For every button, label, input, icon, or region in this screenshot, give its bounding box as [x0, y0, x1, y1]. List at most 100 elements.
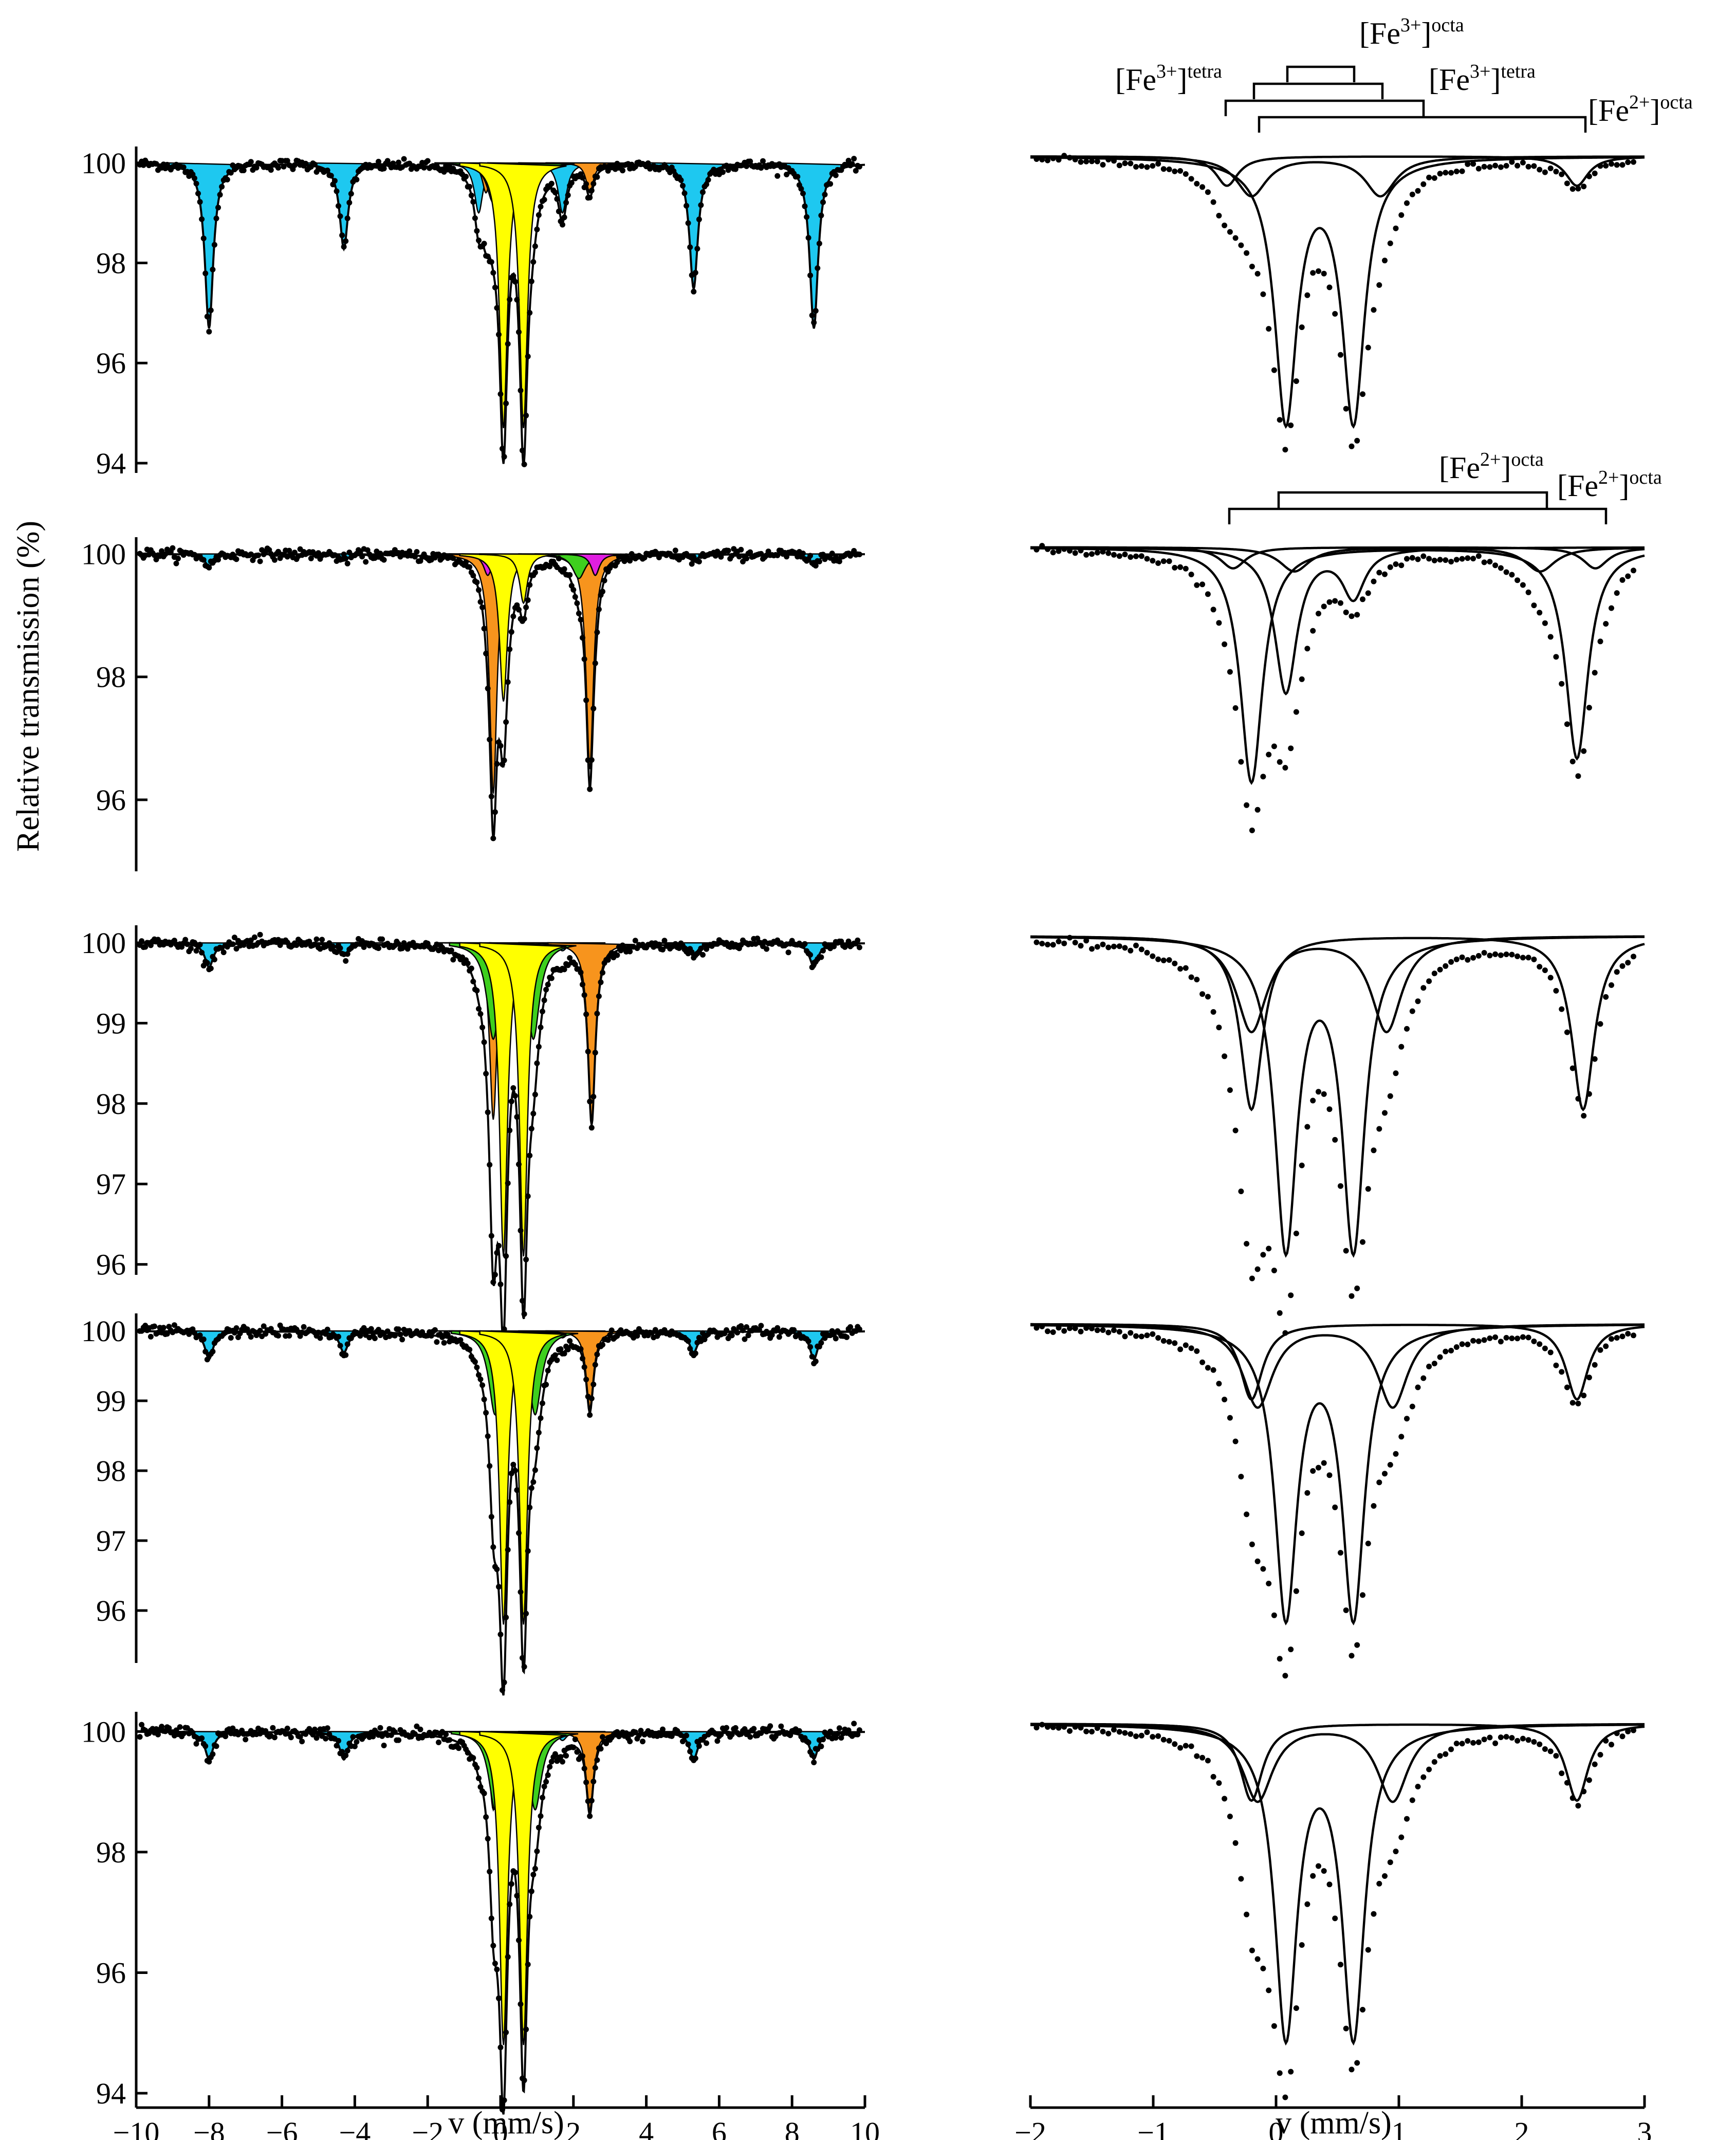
site-label: [Fe3+]tetra	[1429, 61, 1536, 97]
data-point	[1056, 1725, 1062, 1731]
data-point	[1597, 1021, 1603, 1027]
data-point	[1244, 1511, 1250, 1517]
data-point	[607, 1332, 613, 1338]
data-point	[736, 554, 742, 560]
data-point	[1564, 1780, 1570, 1786]
data-point	[1238, 759, 1244, 765]
data-point	[463, 174, 469, 179]
data-point	[346, 199, 353, 206]
data-point	[738, 546, 744, 553]
data-point	[505, 1954, 511, 1960]
data-point	[1443, 557, 1449, 563]
data-point	[1448, 959, 1454, 965]
data-point	[1194, 1348, 1200, 1354]
data-point	[1365, 1947, 1371, 1953]
data-point	[1199, 1754, 1206, 1761]
data-point	[1138, 946, 1144, 953]
data-point	[1553, 987, 1559, 994]
data-point	[1354, 437, 1360, 444]
data-point	[479, 605, 486, 610]
data-point	[640, 1739, 645, 1745]
data-point	[1282, 765, 1288, 771]
data-point	[1249, 1947, 1255, 1953]
data-point	[275, 164, 281, 171]
data-point	[1094, 158, 1100, 164]
data-point	[323, 1735, 329, 1742]
data-point	[856, 163, 862, 170]
data-point	[139, 1722, 145, 1728]
data-point	[1072, 550, 1078, 556]
data-point	[1360, 2007, 1365, 2013]
data-point	[587, 194, 593, 200]
x-tick-label: 0	[1269, 2116, 1284, 2140]
y-tick-label: 100	[81, 1715, 126, 1748]
sextet-component-4	[649, 162, 737, 290]
data-point	[472, 215, 478, 221]
site-label-site: tetra	[1187, 61, 1222, 82]
data-point	[530, 1110, 537, 1117]
data-point	[1266, 1987, 1272, 1993]
data-point	[1332, 598, 1338, 604]
data-point	[588, 1396, 595, 1401]
data-point	[1194, 977, 1200, 982]
data-point	[696, 559, 702, 564]
data-point	[487, 1463, 493, 1469]
data-point	[527, 582, 533, 588]
data-point	[1537, 167, 1543, 173]
data-point	[170, 545, 176, 551]
orange-component-1	[545, 553, 633, 770]
data-point	[600, 1342, 605, 1348]
data-point	[1559, 1770, 1565, 1777]
data-point	[1515, 1336, 1521, 1342]
data-point	[468, 965, 474, 972]
data-point	[1244, 802, 1250, 808]
data-point	[500, 1687, 505, 1693]
y-tick-label: 98	[96, 1087, 126, 1121]
data-point	[1172, 168, 1178, 174]
data-points	[1033, 153, 1636, 453]
data-point	[180, 1730, 187, 1736]
data-point	[532, 570, 538, 576]
data-point	[1249, 1275, 1255, 1282]
data-point	[1349, 1293, 1355, 1299]
data-point	[1625, 960, 1631, 966]
y-tick-label: 94	[96, 2077, 126, 2110]
data-point	[1420, 985, 1427, 991]
data-point	[705, 177, 711, 183]
data-point	[275, 1332, 281, 1339]
data-point	[1293, 709, 1299, 715]
data-point	[1216, 620, 1222, 626]
data-point	[1498, 1734, 1504, 1741]
x-tick-label: 0	[493, 2116, 508, 2140]
data-point	[494, 761, 500, 767]
data-point	[1609, 161, 1614, 167]
data-point	[684, 1732, 690, 1739]
data-point	[401, 156, 407, 162]
data-point	[328, 173, 334, 179]
data-point	[1222, 223, 1228, 228]
data-point	[474, 1765, 480, 1771]
data-point	[769, 1332, 775, 1338]
data-point	[414, 549, 420, 555]
data-point	[1553, 654, 1559, 660]
data-point	[1387, 240, 1393, 246]
data-point	[1238, 1474, 1244, 1479]
data-point	[1509, 1336, 1515, 1341]
data-point	[1089, 946, 1095, 952]
data-point	[497, 2044, 504, 2051]
data-point	[1326, 1472, 1333, 1478]
data-point	[645, 160, 651, 166]
data-point	[211, 957, 217, 963]
x-tick-label: 8	[785, 2116, 800, 2140]
data-point	[528, 1126, 534, 1132]
data-point	[339, 1749, 345, 1755]
data-point	[1459, 168, 1465, 174]
data-point	[255, 552, 261, 558]
data-point	[396, 1326, 401, 1332]
data-point	[581, 1364, 587, 1370]
data-point	[257, 931, 263, 938]
data-point	[1409, 555, 1415, 561]
y-tick-label: 99	[96, 1007, 126, 1040]
data-point	[592, 1050, 598, 1056]
data-point	[738, 1323, 744, 1329]
